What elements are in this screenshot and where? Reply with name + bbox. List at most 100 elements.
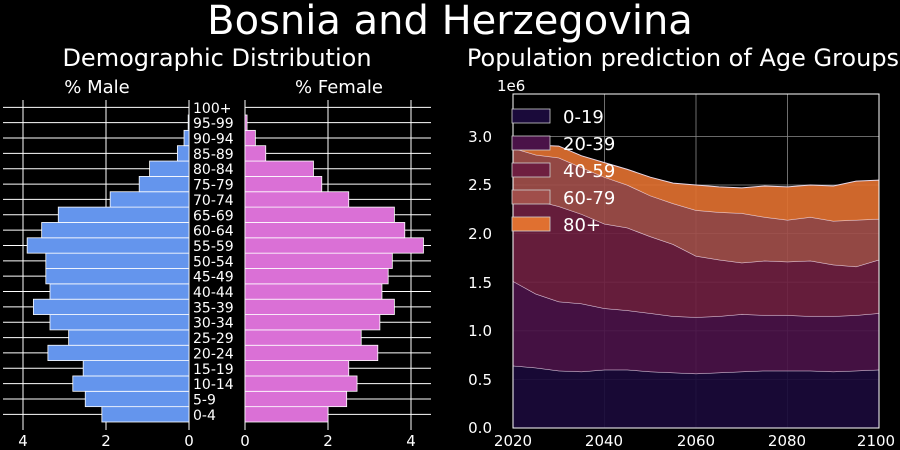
legend-label: 40-59 xyxy=(563,161,615,182)
area-panel: Population prediction of Age Groups 1e6 … xyxy=(467,44,899,450)
legend-swatch xyxy=(511,162,551,178)
male-bar xyxy=(49,283,190,300)
age-group-label: 90-94 xyxy=(193,132,234,148)
y-tick: 3.0 xyxy=(468,128,492,146)
y-tick: 0.0 xyxy=(468,419,492,437)
legend-swatch xyxy=(511,216,551,232)
male-bar xyxy=(47,344,190,362)
y-tick: 0.5 xyxy=(468,371,492,389)
female-bar xyxy=(244,114,248,131)
legend-label: 80+ xyxy=(563,215,601,236)
female-x-ticks: 0 2 4 xyxy=(240,432,416,450)
age-group-label: 75-79 xyxy=(193,178,234,194)
male-bar xyxy=(84,390,190,408)
x-tick: 2060 xyxy=(677,432,715,450)
legend-swatch xyxy=(511,108,551,124)
age-group-label: 55-59 xyxy=(193,239,234,255)
male-bar xyxy=(41,222,190,239)
area-title: Population prediction of Age Groups xyxy=(467,44,899,72)
age-group-label: 60-64 xyxy=(193,224,234,240)
y-tick: 1.5 xyxy=(468,274,492,292)
female-bar xyxy=(244,160,314,177)
pyramid-panel: Demographic Distribution % Male % Female… xyxy=(3,44,431,450)
male-bar xyxy=(149,160,190,177)
age-group-label: 45-49 xyxy=(193,270,234,286)
male-bar xyxy=(45,252,190,269)
female-bars xyxy=(244,114,424,423)
female-bar xyxy=(244,329,362,346)
male-bar xyxy=(138,175,190,193)
female-x-tick: 4 xyxy=(406,432,416,450)
female-bar xyxy=(244,222,406,239)
female-bar xyxy=(244,390,348,408)
age-group-label: 10-14 xyxy=(193,377,234,393)
age-group-label: 25-29 xyxy=(193,331,234,347)
female-bar xyxy=(244,191,350,208)
male-bar xyxy=(72,375,190,392)
pyramid-title: Demographic Distribution xyxy=(62,44,371,72)
male-bar xyxy=(45,268,190,285)
legend-label: 0-19 xyxy=(563,107,604,128)
male-bar xyxy=(187,114,190,131)
legend-swatch xyxy=(511,189,551,205)
male-bar xyxy=(183,129,190,147)
female-bar xyxy=(244,360,350,377)
female-bar xyxy=(244,268,389,285)
legend-label: 60-79 xyxy=(563,188,615,209)
female-bar xyxy=(244,237,424,254)
female-x-tick: 0 xyxy=(240,432,250,450)
male-bar xyxy=(101,406,190,423)
female-bar xyxy=(244,314,381,331)
area-y-ticks: 0.0 0.5 1.0 1.5 2.0 2.5 3.0 xyxy=(468,128,492,437)
x-tick: 2100 xyxy=(857,432,895,450)
male-x-tick: 4 xyxy=(18,432,28,450)
age-group-label: 30-34 xyxy=(193,316,234,332)
age-group-label: 20-24 xyxy=(193,346,234,362)
female-x-tick: 2 xyxy=(323,432,333,450)
female-axis-title: % Female xyxy=(295,77,383,98)
male-bar xyxy=(26,237,190,254)
age-group-label: 70-74 xyxy=(193,193,234,209)
x-tick: 2080 xyxy=(768,432,806,450)
area-layers xyxy=(512,139,880,428)
age-group-label: 15-19 xyxy=(193,362,234,378)
x-tick: 2040 xyxy=(585,432,623,450)
age-group-label: 5-9 xyxy=(193,392,216,408)
age-group-label: 100+ xyxy=(193,101,231,117)
female-bar xyxy=(244,129,256,147)
male-bar xyxy=(49,314,190,331)
area-boundary-line xyxy=(512,139,880,189)
age-group-label: 95-99 xyxy=(193,116,234,132)
legend-label: 20-39 xyxy=(563,134,615,155)
female-bar xyxy=(244,145,267,162)
male-bar xyxy=(68,329,190,346)
figure-title: Bosnia and Herzegovina xyxy=(207,0,693,44)
female-bar xyxy=(244,283,383,300)
male-bar xyxy=(32,298,190,315)
male-bar xyxy=(57,206,190,223)
female-bar xyxy=(244,375,358,392)
age-group-label: 0-4 xyxy=(193,408,216,424)
age-group-label: 85-89 xyxy=(193,147,234,163)
y-tick: 2.5 xyxy=(468,176,492,194)
female-bar xyxy=(244,206,395,223)
area-legend: 0-19 20-39 40-59 60-79 80+ xyxy=(511,107,615,236)
area-layer-80+ xyxy=(513,140,879,221)
age-group-label: 50-54 xyxy=(193,254,234,270)
male-bar xyxy=(109,191,190,208)
y-tick: 1.0 xyxy=(468,322,492,340)
female-bar xyxy=(244,298,395,315)
area-layer-40-59 xyxy=(513,191,879,318)
legend-swatch xyxy=(511,135,551,151)
age-group-label: 65-69 xyxy=(193,208,234,224)
age-group-labels: 0-45-910-1415-1920-2425-2930-3435-3940-4… xyxy=(193,101,234,424)
area-layer-0-19 xyxy=(513,365,879,428)
area-plot-frame xyxy=(512,93,880,429)
age-group-label: 35-39 xyxy=(193,300,234,316)
male-x-tick: 0 xyxy=(184,432,194,450)
age-group-label: 40-44 xyxy=(193,285,234,301)
age-group-label: 80-84 xyxy=(193,162,234,178)
female-bar xyxy=(244,344,379,362)
female-bar xyxy=(244,406,329,423)
